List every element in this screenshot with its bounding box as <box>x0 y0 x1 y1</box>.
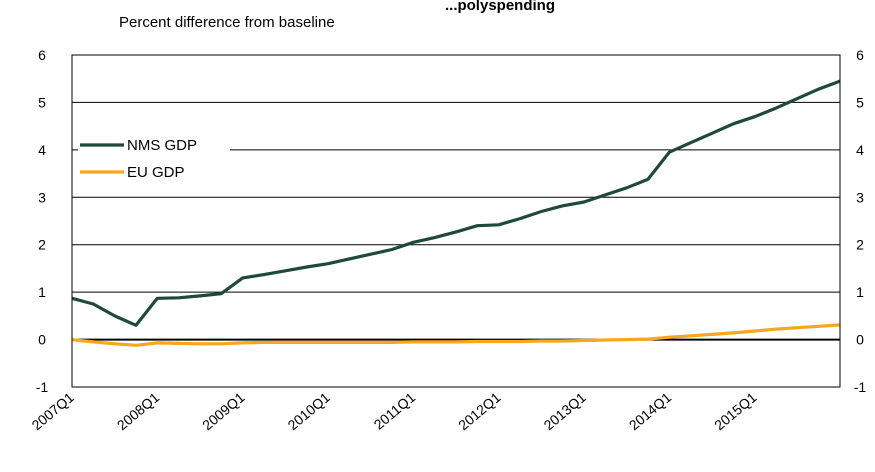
x-tick-label: 2011Q1 <box>371 389 419 433</box>
y-tick-label-left: 5 <box>38 94 46 110</box>
y-tick-label-left: 3 <box>38 189 46 205</box>
legend: NMS GDP EU GDP <box>78 128 230 186</box>
y-tick-label-right: 1 <box>856 284 864 300</box>
y-axis-left: -1 0 1 2 3 4 5 6 <box>36 47 49 395</box>
legend-label-nms-gdp: NMS GDP <box>127 137 197 154</box>
x-tick-label: 2007Q1 <box>28 389 77 433</box>
y-tick-label-right: -1 <box>854 379 867 395</box>
y-tick-label-right: 0 <box>856 332 864 348</box>
chart-title: ...polyspending <box>445 0 555 14</box>
y-tick-label-right: 6 <box>856 47 864 63</box>
series-line-eu-gdp <box>71 323 841 347</box>
x-tick-label: 2008Q1 <box>114 389 163 433</box>
y-tick-label-left: 2 <box>38 237 46 253</box>
y-tick-label-left: 6 <box>38 47 46 63</box>
x-tick-label: 2013Q1 <box>540 389 589 433</box>
x-tick-label: 2015Q1 <box>711 389 760 433</box>
y-tick-label-right: 3 <box>856 189 864 205</box>
series-lines <box>71 79 841 347</box>
y-tick-label-right: 5 <box>856 94 864 110</box>
x-tick-label: 2010Q1 <box>284 389 333 433</box>
legend-background <box>78 128 230 186</box>
y-tick-label-left: 1 <box>38 284 46 300</box>
series-line-nms-gdp <box>71 79 841 327</box>
y-axis-right: -1 0 1 2 3 4 5 6 <box>854 47 867 395</box>
y-tick-label-right: 4 <box>856 142 864 158</box>
legend-label-eu-gdp: EU GDP <box>127 164 185 181</box>
y-tick-label-left: -1 <box>36 379 49 395</box>
plot-frame <box>71 54 841 388</box>
x-tick-label: 2014Q1 <box>626 389 675 433</box>
x-axis: 2007Q1 2008Q1 2009Q1 2010Q1 2011Q1 2012Q1 2013… <box>28 389 759 433</box>
y-tick-label-left: 4 <box>38 142 46 158</box>
x-tick-label: 2009Q1 <box>199 389 248 433</box>
y-tick-label-right: 2 <box>856 237 864 253</box>
y-tick-label-left: 0 <box>38 332 46 348</box>
chart-subtitle: Percent difference from baseline <box>119 14 335 31</box>
x-tick-label: 2012Q1 <box>455 389 504 433</box>
